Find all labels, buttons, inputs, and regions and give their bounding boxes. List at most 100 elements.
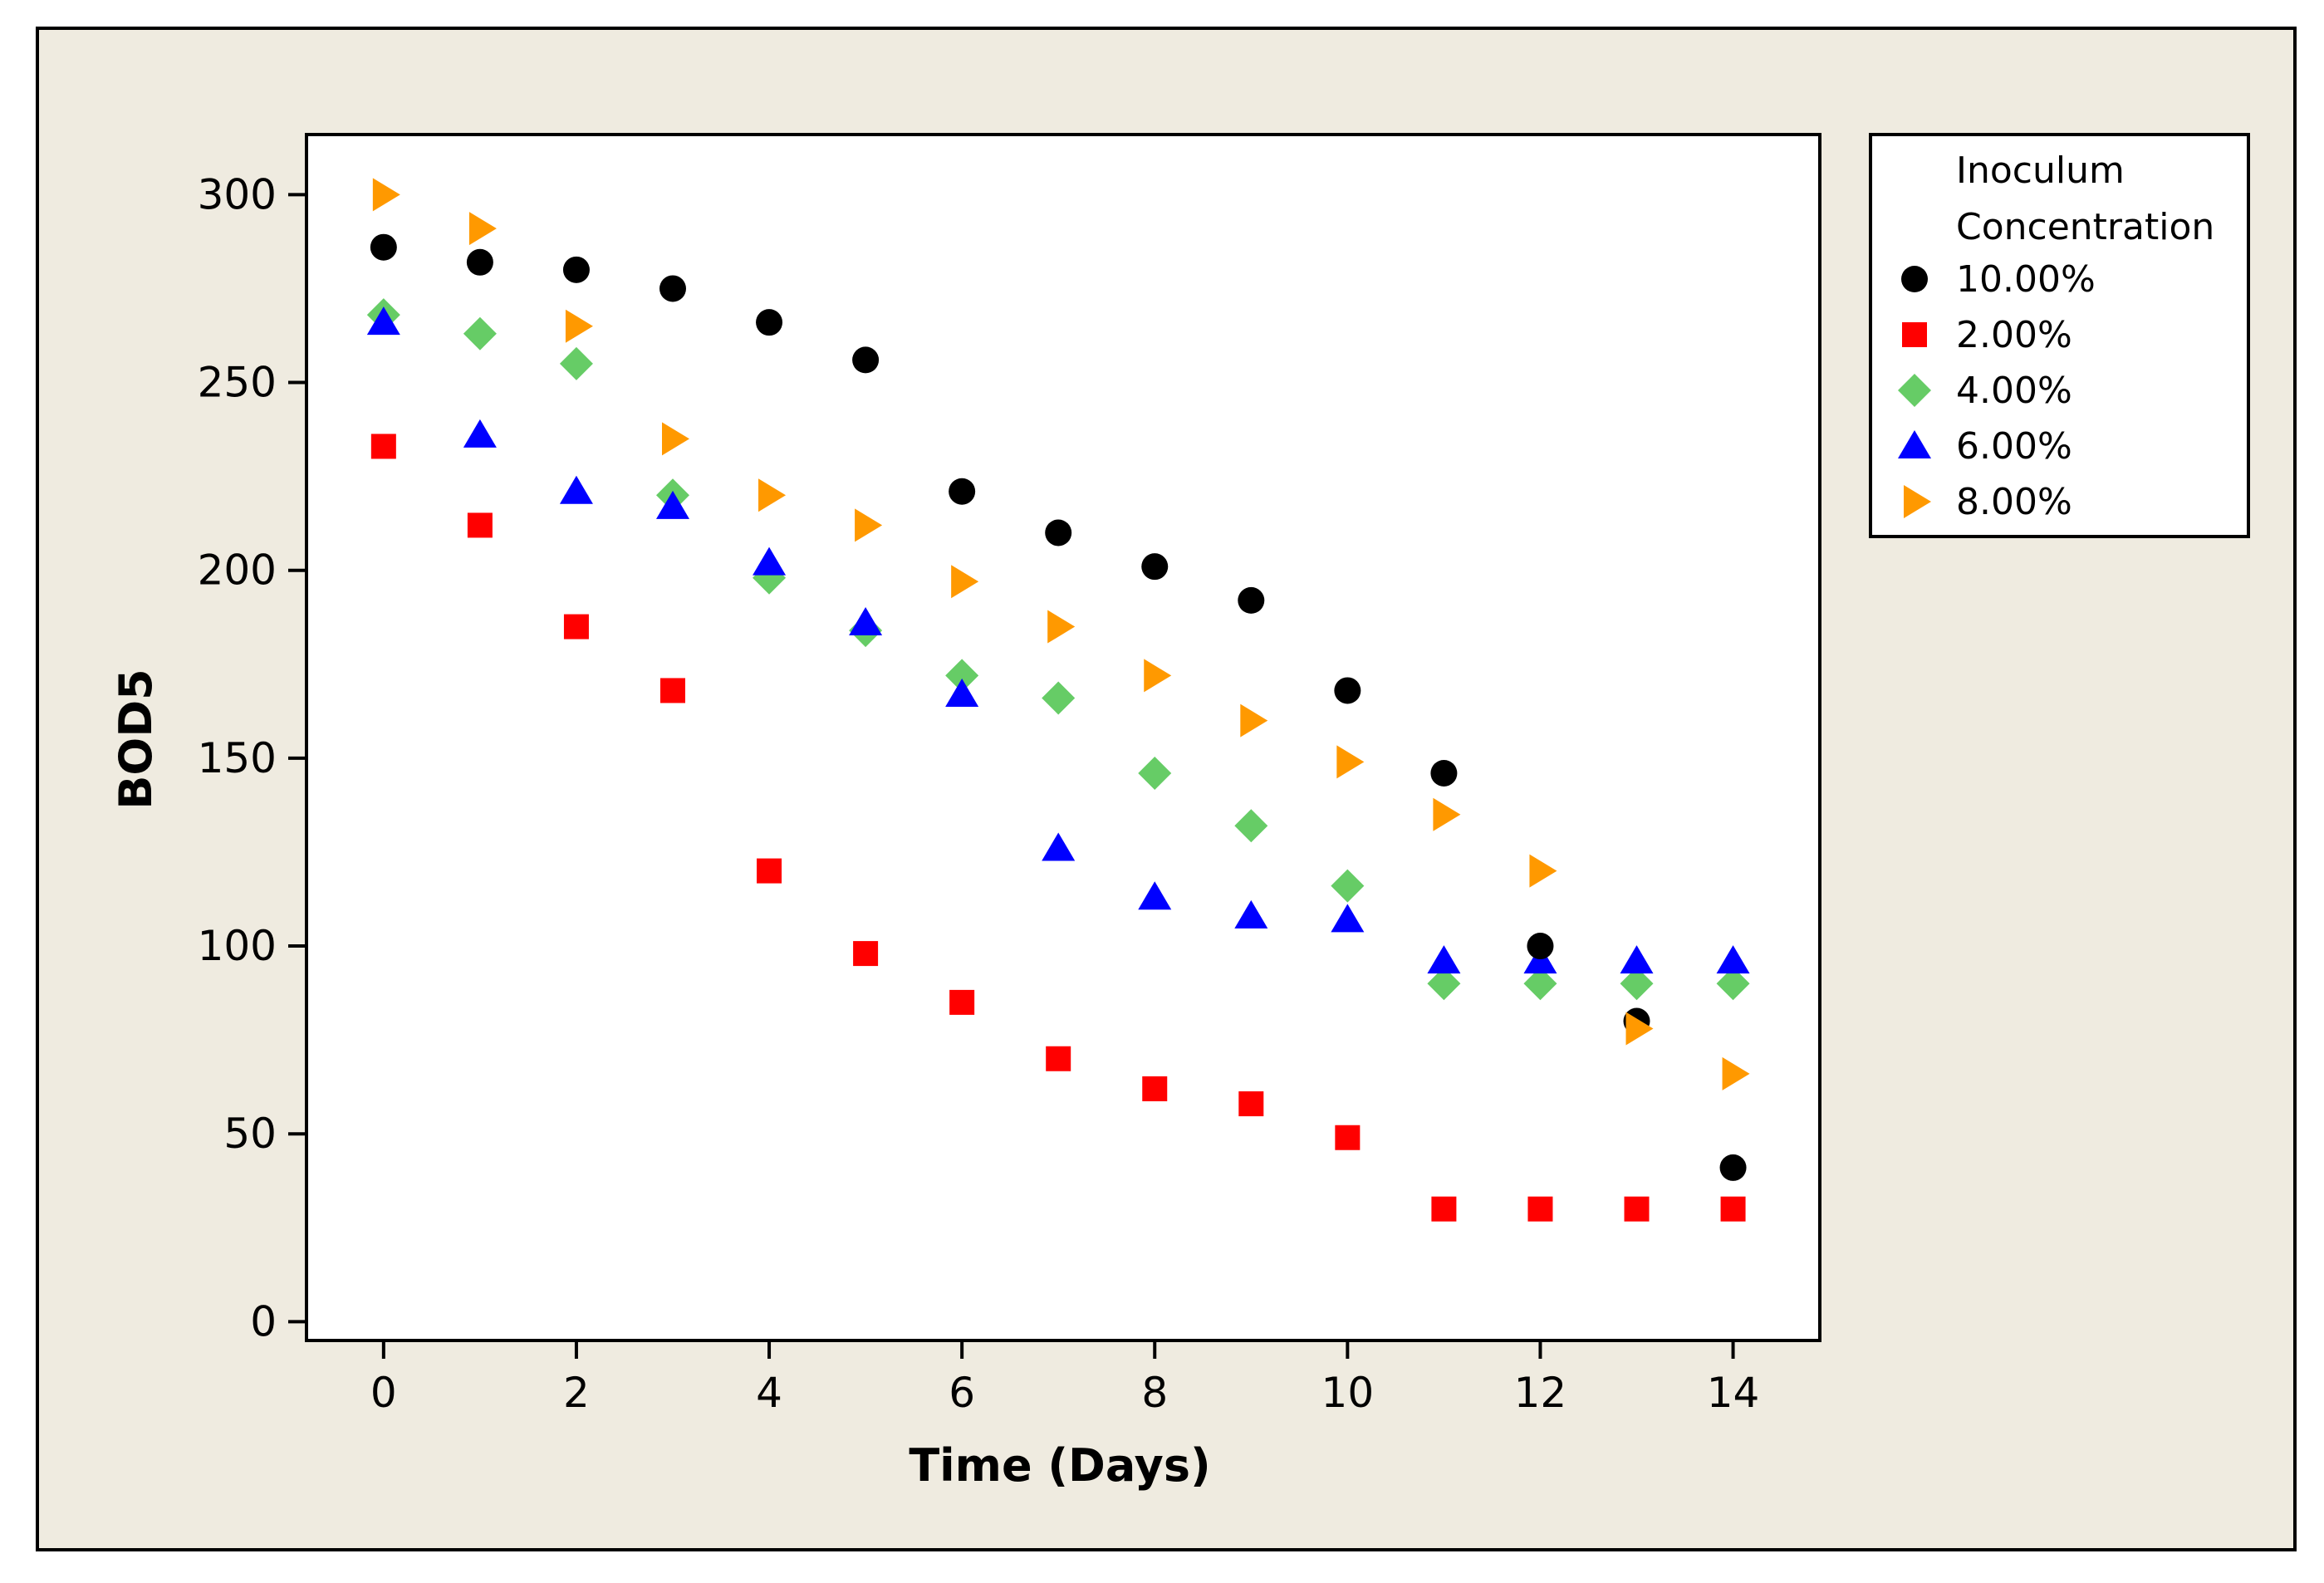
x-tick-label: 6: [949, 1369, 975, 1417]
y-tick-label: 250: [198, 359, 277, 407]
data-point: [366, 306, 400, 336]
data-point: [1138, 881, 1172, 910]
y-tick-label: 0: [250, 1297, 277, 1345]
data-point: [466, 248, 493, 276]
data-point: [1336, 745, 1365, 779]
data-point: [1527, 933, 1554, 960]
legend-label: 2.00%: [1956, 314, 2072, 356]
legend-title-line-1: Inoculum: [1956, 149, 2125, 192]
data-point: [853, 941, 879, 967]
y-tick-label: 300: [198, 170, 277, 218]
data-point: [468, 212, 497, 246]
data-point: [945, 659, 979, 693]
legend: Inoculum Concentration 10.00% 2.00% 4.00% 6…: [1869, 133, 2250, 538]
data-point: [463, 316, 497, 350]
x-tick-label: 12: [1514, 1369, 1567, 1417]
data-point: [559, 475, 593, 504]
legend-marker-circle: [1901, 266, 1928, 292]
data-point: [1620, 945, 1654, 974]
data-point: [951, 565, 979, 599]
y-axis-title: BOD5: [110, 669, 162, 809]
data-point: [1047, 610, 1076, 644]
data-point: [1334, 677, 1361, 704]
x-tick-label: 0: [370, 1369, 397, 1417]
x-tick-label: 2: [563, 1369, 590, 1417]
data-point: [855, 508, 883, 542]
data-point: [757, 858, 782, 884]
data-point: [753, 546, 787, 576]
legend-box: [1869, 133, 2250, 538]
data-point: [1431, 1196, 1457, 1222]
legend-marker-diamond: [1898, 374, 1931, 407]
y-tick-label: 150: [198, 734, 277, 782]
data-point: [945, 678, 979, 707]
data-point: [1238, 586, 1265, 614]
y-tick-label: 200: [198, 546, 277, 595]
data-point: [1234, 899, 1268, 929]
data-point: [1240, 703, 1268, 738]
data-point: [370, 434, 396, 459]
data-point: [1045, 519, 1072, 546]
data-point: [559, 346, 593, 380]
data-point: [758, 478, 787, 512]
data-point: [1331, 904, 1365, 933]
data-point: [1142, 1076, 1168, 1101]
plot-background: [305, 133, 1821, 1342]
legend-marker-square: [1902, 322, 1927, 347]
data-point: [756, 309, 783, 336]
data-point: [1720, 1196, 1746, 1222]
data-point: [463, 419, 497, 448]
data-point: [467, 512, 493, 538]
data-point: [1719, 1154, 1747, 1181]
data-point: [1427, 967, 1461, 1001]
series-2.00%: [370, 434, 1746, 1222]
plot-area: [305, 133, 1821, 1342]
data-point: [562, 256, 590, 283]
data-point: [659, 275, 686, 302]
data-point: [949, 989, 975, 1015]
legend-title-line-2: Concentration: [1956, 206, 2214, 248]
data-point: [1625, 1012, 1654, 1046]
legend-marker-triangle-up: [1898, 430, 1931, 458]
data-point: [659, 678, 685, 703]
data-point: [1138, 756, 1172, 790]
data-point: [1335, 1125, 1361, 1150]
data-point: [661, 422, 689, 456]
data-point: [565, 309, 593, 343]
data-point: [1716, 967, 1750, 1001]
x-tick-label: 8: [1141, 1369, 1168, 1417]
data-point: [1427, 945, 1461, 974]
data-point: [1234, 809, 1268, 843]
data-point: [1141, 553, 1169, 581]
data-point: [372, 178, 400, 212]
data-point: [1046, 1046, 1071, 1071]
data-point: [563, 614, 589, 640]
x-axis-title: Time (Days): [909, 1439, 1210, 1492]
legend-label: 8.00%: [1956, 481, 2072, 523]
data-point: [370, 233, 397, 261]
data-point: [1529, 854, 1557, 888]
data-point: [1433, 797, 1461, 831]
data-point: [1527, 1196, 1553, 1222]
data-points: [366, 178, 1750, 1222]
data-point: [1624, 1196, 1650, 1222]
data-point: [849, 607, 883, 636]
data-point: [1523, 967, 1557, 1001]
data-point: [1238, 1091, 1264, 1117]
y-tick-label: 100: [198, 922, 277, 970]
legend-marker-triangle-right: [1904, 485, 1931, 518]
data-point: [1523, 945, 1557, 974]
series-10.00%: [370, 233, 1747, 1181]
x-tick-label: 10: [1321, 1369, 1375, 1417]
axes: 0 50 100 150 200 250 300 0 2 4 6 8 10 12 14: [198, 170, 1760, 1417]
series-8.00%: [372, 178, 1750, 1090]
legend-label: 6.00%: [1956, 425, 2072, 468]
data-point: [1722, 1056, 1750, 1090]
x-tick-label: 4: [756, 1369, 782, 1417]
legend-label: 4.00%: [1956, 370, 2072, 412]
data-point: [1716, 945, 1750, 974]
data-point: [1331, 869, 1365, 903]
data-point: [852, 346, 880, 374]
x-tick-label: 14: [1707, 1369, 1760, 1417]
